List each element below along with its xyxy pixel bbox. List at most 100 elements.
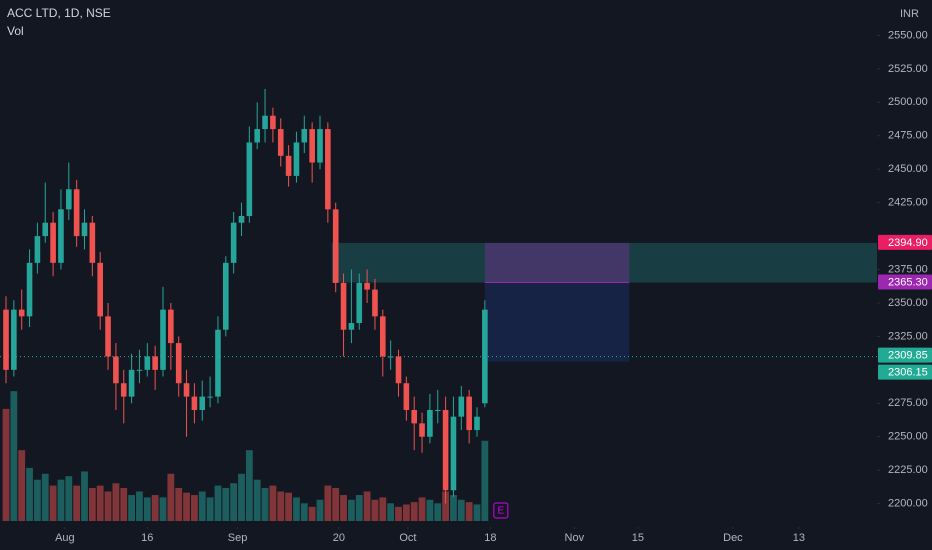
volume-bar: [418, 497, 426, 521]
candle-body: [105, 316, 111, 357]
candle-body: [89, 222, 96, 263]
volume-bar: [81, 471, 88, 521]
candle-body: [285, 155, 292, 176]
volume-bar: [151, 495, 159, 521]
candle-body: [458, 396, 465, 417]
volume-bar: [143, 497, 151, 521]
volume-bar: [363, 491, 371, 521]
volume-bar: [96, 485, 104, 521]
candle-body: [238, 216, 245, 223]
plot-area: [0, 88, 877, 521]
candle-body: [317, 129, 323, 163]
level-label: 2365.30: [888, 276, 928, 288]
volume-bar: [324, 485, 332, 521]
candle-body: [18, 309, 25, 317]
volume-bar: [2, 408, 10, 521]
candle-body: [270, 115, 276, 130]
y-tick-label: 2325.00: [888, 330, 928, 342]
volume-bar: [183, 492, 190, 521]
candle-body: [136, 369, 143, 371]
volume-bar: [230, 483, 238, 521]
volume-bar: [206, 497, 214, 521]
candle-body: [97, 262, 103, 317]
candle-body: [26, 262, 33, 317]
level-label-bg: [878, 364, 932, 380]
level-label-bg: [878, 234, 932, 250]
volume-bar: [340, 495, 347, 521]
volume-bar: [167, 473, 175, 521]
candle-body: [183, 383, 190, 397]
supply-zone: [331, 242, 877, 283]
candle-body: [58, 209, 64, 263]
y-tick-label: 2525.00: [888, 63, 928, 75]
volume-bar: [371, 499, 379, 521]
candle-body: [168, 309, 174, 344]
candle-body: [254, 129, 260, 143]
x-tick-label: 20: [333, 532, 345, 544]
candle-body: [325, 129, 331, 210]
candle-body: [262, 115, 268, 130]
candle-body: [419, 423, 425, 437]
event-marker: E: [498, 506, 505, 517]
candle-body: [301, 129, 308, 143]
chart-title: ACC LTD, 1D, NSE: [7, 6, 111, 20]
candle-body: [364, 282, 370, 290]
volume-bar: [457, 499, 465, 521]
candle-body: [11, 309, 17, 370]
candle-body: [348, 323, 355, 330]
y-tick-label: 2375.00: [888, 263, 928, 275]
candle-body: [66, 189, 72, 210]
y-tick-label: 2450.00: [888, 163, 928, 175]
candle-body: [120, 383, 127, 397]
candle-body: [427, 409, 433, 437]
candle-body: [411, 409, 417, 424]
x-tick-label: 18: [484, 532, 496, 544]
volume-bar: [253, 479, 261, 521]
candle-body: [73, 189, 80, 237]
volume-bar: [465, 502, 473, 521]
volume-bar: [410, 502, 418, 521]
candle-body: [372, 289, 378, 317]
candle-body: [332, 209, 339, 283]
volume-label: Vol: [7, 24, 24, 38]
level-label: 2306.15: [888, 367, 928, 379]
volume-bar: [65, 476, 73, 521]
volume-bar: [245, 450, 253, 521]
candle-body: [3, 309, 9, 370]
volume-bar: [57, 479, 65, 521]
y-tick-label: 2500.00: [888, 96, 928, 108]
volume-bar: [128, 495, 135, 521]
x-tick-label: Oct: [399, 532, 416, 544]
candle-body: [42, 222, 49, 237]
volume-bar: [120, 487, 128, 521]
volume-bar: [293, 497, 300, 521]
volume-bar: [300, 503, 308, 521]
candle-body: [144, 356, 151, 370]
x-tick-label: Dec: [723, 532, 743, 544]
candle-body: [160, 309, 166, 370]
volume-bar: [481, 440, 489, 521]
volume-bar: [26, 467, 33, 521]
event-marker-box: [493, 502, 509, 519]
volume-bar: [34, 479, 41, 521]
volume-bar: [332, 487, 340, 521]
volume-bar: [198, 491, 206, 521]
candle-body: [246, 142, 253, 217]
y-tick-label: 2475.00: [888, 130, 928, 142]
volume-bar: [269, 485, 277, 521]
candle-body: [215, 329, 221, 397]
position-target: [484, 282, 630, 362]
y-tick-label: 2275.00: [888, 397, 928, 409]
x-tick-label: 13: [793, 532, 805, 544]
volume-bar: [277, 491, 285, 521]
volume-bar: [88, 487, 96, 521]
volume-bar: [355, 495, 363, 521]
candle-body: [191, 396, 198, 410]
candle-body: [387, 356, 394, 358]
volume-bar: [214, 485, 222, 521]
volume-bar: [434, 503, 442, 521]
volume-bar: [402, 504, 410, 521]
candle-body: [50, 222, 56, 263]
